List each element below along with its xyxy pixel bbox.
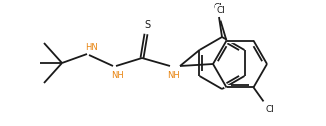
Text: S: S [144, 20, 150, 30]
Text: Cl: Cl [214, 3, 222, 11]
Text: HN: HN [86, 43, 98, 53]
Text: Cl: Cl [216, 6, 225, 15]
Text: NH: NH [168, 71, 180, 80]
Text: Cl: Cl [265, 105, 274, 114]
Text: NH: NH [111, 71, 123, 80]
